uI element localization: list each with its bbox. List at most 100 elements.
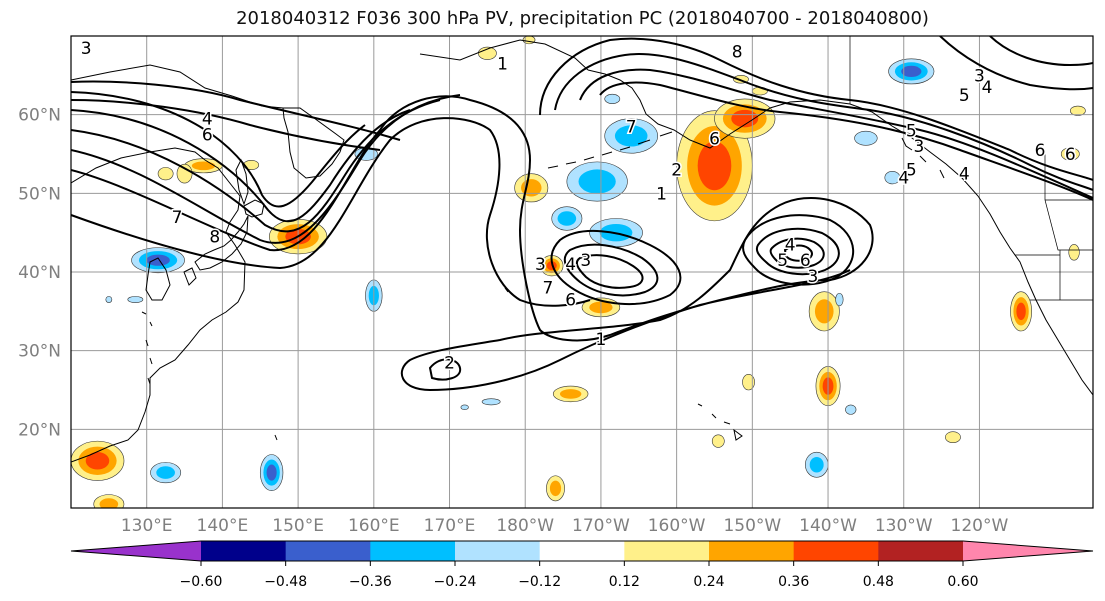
contour-label: 7 bbox=[172, 208, 183, 228]
precip-positive-level bbox=[697, 141, 732, 191]
contour-label: 4 bbox=[959, 165, 970, 185]
precip-negative-level bbox=[809, 456, 824, 473]
precip-cell bbox=[460, 404, 469, 410]
precip-negative-level bbox=[901, 65, 922, 77]
contour-label: 1 bbox=[656, 184, 667, 204]
latitude-labels: 60°N 50°N 40°N 30°N 20°N bbox=[18, 106, 61, 441]
contour-label: 4 bbox=[565, 255, 576, 275]
longitude-label: 130°E bbox=[121, 516, 173, 536]
contour-label: 5 bbox=[906, 121, 917, 141]
colorbar-extend-low bbox=[71, 541, 201, 561]
precip-negative-level bbox=[105, 296, 113, 303]
longitude-label: 150°W bbox=[723, 516, 781, 536]
latitude-label: 50°N bbox=[18, 184, 61, 204]
colorbar-segment bbox=[539, 541, 625, 561]
precip-positive-level bbox=[176, 163, 193, 184]
pv-contour-north-pole-b bbox=[989, 36, 1093, 67]
precip-negative-level bbox=[845, 404, 857, 415]
longitude-label: 180°W bbox=[496, 516, 554, 536]
precip-cell bbox=[604, 93, 621, 104]
precip-cell bbox=[71, 440, 125, 481]
colorbar-tick-label: 0.48 bbox=[863, 574, 894, 590]
pv-contour-1-outer bbox=[71, 95, 874, 392]
pv-contour-west-a bbox=[71, 80, 401, 141]
longitude-label: 160°E bbox=[348, 516, 400, 536]
pv-contour-loop-east-c bbox=[769, 237, 825, 269]
precip-negative-level bbox=[604, 93, 621, 104]
precip-cell bbox=[714, 98, 776, 139]
japan-hokkaido bbox=[243, 199, 265, 218]
contour-label: 4 bbox=[898, 169, 909, 189]
contour-label: 5 bbox=[959, 86, 970, 106]
pv-contour-2-arc bbox=[71, 117, 591, 307]
precip-positive-level bbox=[1016, 302, 1026, 321]
precip-positive-level bbox=[549, 480, 562, 497]
contour-label: 3 bbox=[535, 255, 546, 275]
longitude-labels: 130°E 140°E 150°E 160°E 170°E 180°W 170°W 160°W… bbox=[121, 516, 1009, 536]
contour-label: 6 bbox=[1065, 145, 1076, 165]
precip-cell bbox=[481, 398, 501, 406]
asia-coastline bbox=[71, 147, 246, 463]
precip-cell bbox=[1068, 244, 1080, 261]
precip-positive-level bbox=[742, 373, 755, 391]
precip-cell bbox=[845, 404, 857, 415]
colorbar-segment bbox=[285, 541, 371, 561]
pv-contour-trough-a bbox=[539, 37, 1093, 181]
colorbar-segment bbox=[370, 541, 456, 561]
precip-negative-level bbox=[614, 125, 648, 147]
colorbar: −0.60 −0.48 −0.36 −0.24 −0.12 0.12 0.24 0.36 0.4… bbox=[70, 540, 1094, 590]
us-borders bbox=[849, 36, 1093, 301]
contour-label: 1 bbox=[497, 55, 508, 75]
precip-cell bbox=[127, 296, 144, 303]
colorbar-segment bbox=[201, 541, 287, 561]
precip-positive-level bbox=[1060, 147, 1080, 161]
pv-contour-ridge-c bbox=[71, 109, 411, 223]
pv-contour-trough-c bbox=[579, 68, 1093, 199]
colorbar-tick-label: −0.60 bbox=[180, 574, 223, 590]
precip-negative-level bbox=[481, 398, 501, 406]
contour-label: 6 bbox=[709, 129, 720, 149]
contour-label: 6 bbox=[1035, 141, 1046, 161]
longitude-label: 160°W bbox=[648, 516, 706, 536]
latitude-label: 30°N bbox=[18, 342, 61, 362]
kamchatka bbox=[282, 107, 345, 179]
pv-contour-loop-east-b bbox=[755, 227, 840, 276]
gridlines bbox=[71, 36, 1093, 508]
pv-contour-ridge-d bbox=[71, 91, 366, 208]
contour-label: 3 bbox=[913, 137, 924, 157]
colorbar-segment bbox=[878, 541, 964, 561]
longitude-label: 140°E bbox=[197, 516, 249, 536]
pv-contour-trough-d bbox=[599, 81, 1093, 201]
colorbar-segment bbox=[455, 541, 541, 561]
colorbar-tick-label: 0.36 bbox=[778, 574, 809, 590]
precip-cell bbox=[1060, 147, 1080, 161]
korea-coastline bbox=[145, 257, 171, 301]
latitude-label: 60°N bbox=[18, 106, 61, 126]
colorbar-tick-label: 0.24 bbox=[693, 574, 724, 590]
pv-contour-loop-high-c bbox=[575, 254, 644, 289]
precip-cell bbox=[888, 58, 935, 85]
precip-negative-level bbox=[854, 130, 878, 146]
contour-label: 8 bbox=[732, 43, 743, 63]
contour-label: 8 bbox=[209, 228, 220, 248]
precip-cell bbox=[514, 173, 549, 203]
precip-cell bbox=[805, 451, 829, 478]
pv-contour-small-low bbox=[428, 358, 462, 381]
pv-contour-loop-high-b bbox=[563, 243, 659, 297]
contour-label: 3 bbox=[807, 267, 818, 287]
precip-negative-level bbox=[146, 254, 170, 266]
precip-negative-level bbox=[156, 466, 175, 479]
precipitation-layer bbox=[71, 36, 1086, 508]
alaska-coast bbox=[587, 69, 1093, 396]
coastlines bbox=[71, 36, 1093, 463]
colorbar-segment bbox=[709, 541, 795, 561]
precip-cell bbox=[93, 494, 125, 508]
contour-label: 3 bbox=[580, 251, 591, 271]
precip-positive-level bbox=[477, 46, 497, 60]
precip-negative-level bbox=[460, 404, 469, 410]
colorbar-segment bbox=[624, 541, 710, 561]
japan-kyushu bbox=[183, 267, 197, 286]
colorbar-segment bbox=[793, 541, 879, 561]
precip-cell bbox=[711, 434, 725, 448]
